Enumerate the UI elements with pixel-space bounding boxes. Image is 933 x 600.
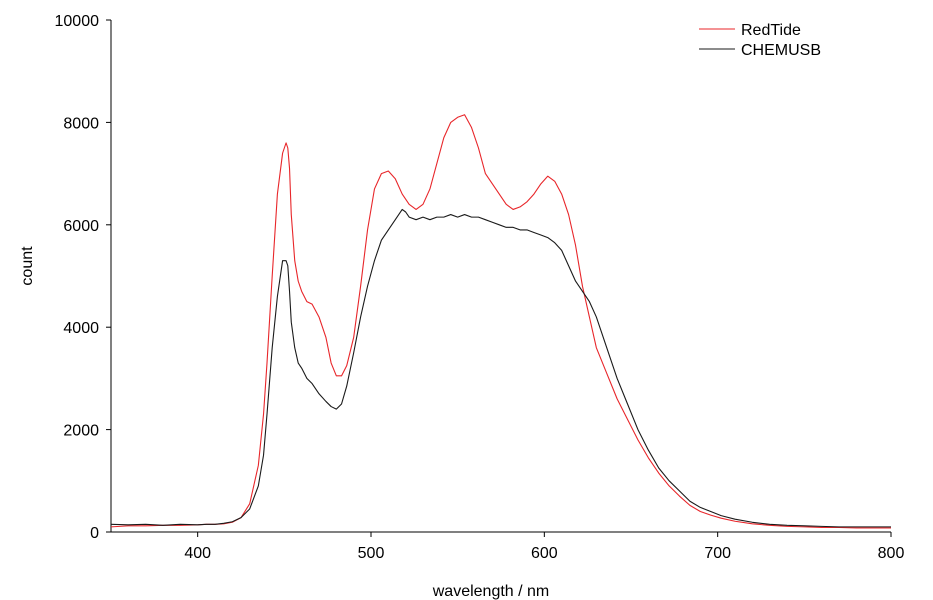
series-line-chemusb	[110, 208, 891, 528]
x-tick-label: 800	[878, 545, 905, 562]
x-tick-label: 500	[358, 545, 385, 562]
y-ticks: 0 2000 4000 6000 8000 10000	[55, 13, 111, 542]
x-tick-label: 400	[184, 545, 211, 562]
x-tick-label: 700	[704, 545, 731, 562]
y-tick-label: 10000	[55, 13, 100, 30]
legend-label-chemusb: CHEMUSB	[741, 42, 821, 59]
x-axis-title: wavelength / nm	[432, 583, 550, 600]
y-axis-title: count	[19, 246, 36, 286]
legend: RedTide CHEMUSB	[699, 22, 821, 59]
y-tick-label: 4000	[63, 320, 99, 337]
x-tick-label: 600	[531, 545, 558, 562]
y-tick-label: 2000	[63, 423, 99, 440]
y-tick-label: 6000	[63, 218, 99, 235]
y-tick-label: 8000	[63, 115, 99, 132]
series-line-redtide	[110, 114, 891, 529]
series-group	[110, 114, 891, 529]
axes	[110, 20, 891, 533]
x-ticks: 400 500 600 700 800	[184, 532, 904, 562]
legend-label-redtide: RedTide	[741, 22, 801, 39]
y-tick-label: 0	[90, 525, 99, 542]
